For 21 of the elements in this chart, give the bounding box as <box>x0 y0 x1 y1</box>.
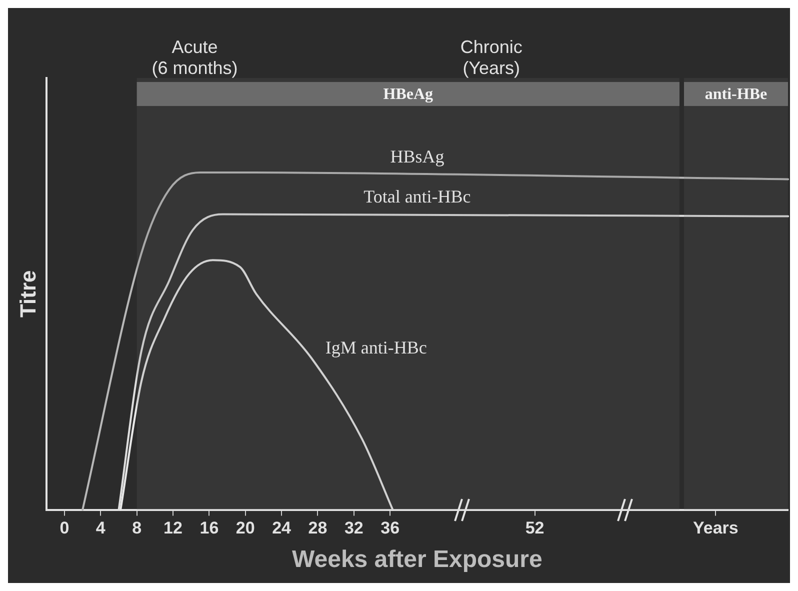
x-tick-label: 52 <box>525 518 544 538</box>
band-label: anti-HBe <box>704 86 768 104</box>
series-label: Total anti-HBc <box>364 186 471 207</box>
text: Chronic (Years) <box>460 37 522 78</box>
x-tick-label: 32 <box>344 518 364 538</box>
x-tick-label: 36 <box>380 518 400 538</box>
text: Acute (6 months) <box>152 37 238 78</box>
x-tick-label: 20 <box>236 518 255 538</box>
x-tick-label: 16 <box>200 518 219 538</box>
x-axis-title: Weeks after Exposure <box>292 546 542 574</box>
band-label: HBeAg <box>383 86 434 104</box>
series-label: IgM anti-HBc <box>325 338 427 358</box>
series-label: HBsAg <box>390 146 444 167</box>
x-tick-label: 28 <box>308 518 328 538</box>
y-axis-title: Titre <box>15 270 40 318</box>
x-tick-label: 12 <box>164 518 182 538</box>
x-tick-label: 8 <box>132 518 142 538</box>
x-tick-label: Years <box>692 518 738 538</box>
x-tick-label: 4 <box>96 518 106 538</box>
x-tick-label: 0 <box>60 518 70 538</box>
x-tick-label: 24 <box>272 518 292 538</box>
